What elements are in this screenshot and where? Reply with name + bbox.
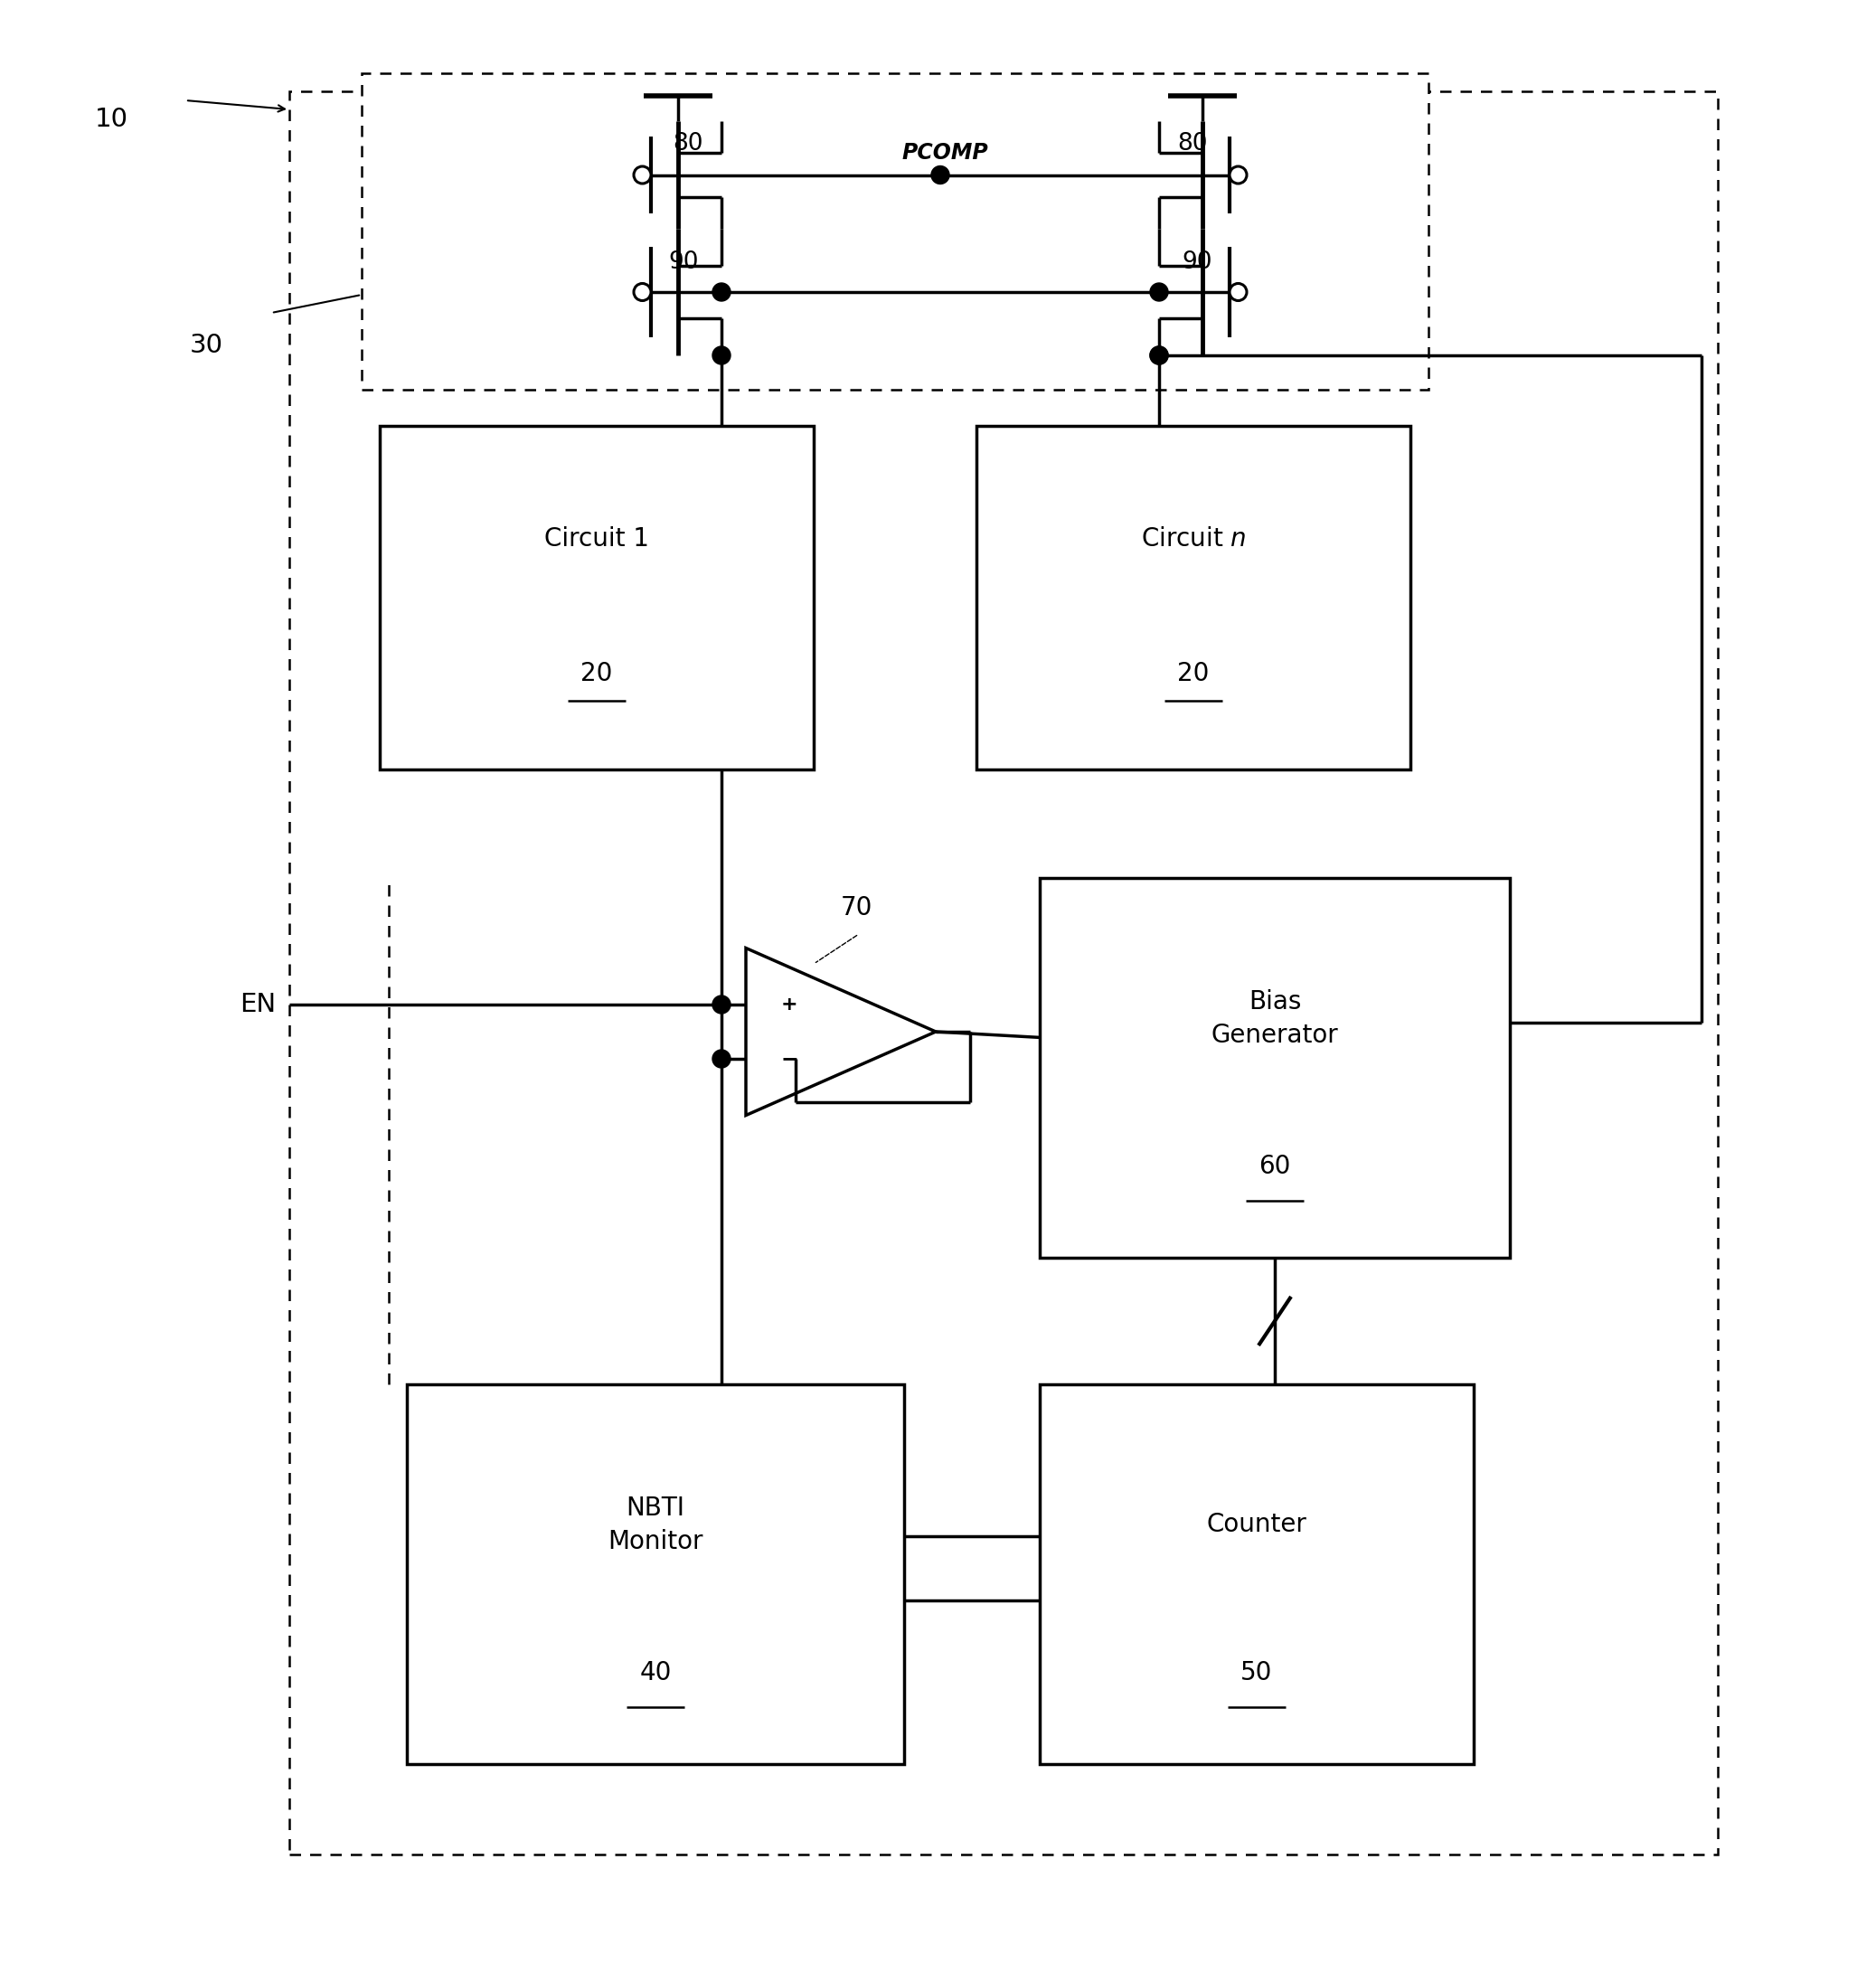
Circle shape xyxy=(1229,283,1248,300)
Text: PCOMP: PCOMP xyxy=(902,141,989,163)
Circle shape xyxy=(634,167,651,185)
Text: 80: 80 xyxy=(1178,132,1208,155)
Circle shape xyxy=(1150,283,1169,300)
Text: 50: 50 xyxy=(1240,1661,1272,1686)
Circle shape xyxy=(713,283,730,300)
Bar xyxy=(976,426,1411,769)
Bar xyxy=(407,1384,904,1765)
Bar xyxy=(379,426,814,769)
Text: Circuit 1: Circuit 1 xyxy=(544,526,649,552)
Circle shape xyxy=(713,1050,730,1068)
Bar xyxy=(1039,1384,1475,1765)
Text: EN: EN xyxy=(240,991,276,1017)
Text: Circuit $n$: Circuit $n$ xyxy=(1141,526,1246,552)
Circle shape xyxy=(1150,345,1169,365)
Text: 20: 20 xyxy=(1178,662,1210,685)
Text: 70: 70 xyxy=(840,895,872,921)
Text: NBTI
Monitor: NBTI Monitor xyxy=(608,1496,704,1555)
Text: 10: 10 xyxy=(96,106,128,132)
Circle shape xyxy=(1150,345,1169,365)
Text: −: − xyxy=(780,1048,797,1070)
Circle shape xyxy=(930,167,949,185)
Circle shape xyxy=(713,995,730,1013)
Text: 40: 40 xyxy=(640,1661,672,1686)
Text: +: + xyxy=(780,995,797,1013)
Bar xyxy=(362,73,1428,391)
Text: Bias
Generator: Bias Generator xyxy=(1212,989,1338,1048)
Text: 80: 80 xyxy=(673,132,704,155)
Circle shape xyxy=(1229,167,1248,185)
Text: 30: 30 xyxy=(189,334,223,357)
Bar xyxy=(1039,877,1510,1258)
Text: 20: 20 xyxy=(582,662,613,685)
Circle shape xyxy=(634,283,651,300)
Text: Counter: Counter xyxy=(1206,1512,1308,1537)
Bar xyxy=(289,92,1718,1855)
Text: 60: 60 xyxy=(1259,1154,1291,1180)
Text: 90: 90 xyxy=(668,251,698,275)
Circle shape xyxy=(713,345,730,365)
Text: 90: 90 xyxy=(1182,251,1212,275)
